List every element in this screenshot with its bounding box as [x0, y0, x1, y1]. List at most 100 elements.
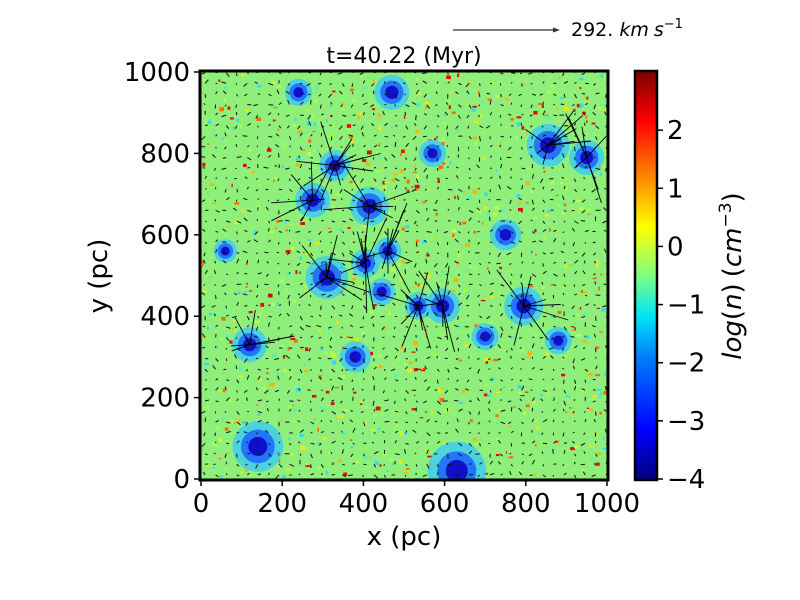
velocity-arrow: [204, 368, 208, 373]
velocity-arrow: [236, 398, 239, 402]
velocity-arrow: [359, 326, 364, 329]
density-cell: [410, 477, 414, 479]
density-cell: [332, 462, 335, 464]
density-cell: [307, 152, 311, 156]
density-cell: [286, 287, 288, 291]
velocity-arrow: [276, 368, 280, 371]
velocity-arrow: [362, 358, 365, 364]
velocity-arrow: [286, 125, 290, 129]
velocity-arrow: [331, 385, 334, 391]
x-tick-label: 200: [257, 489, 307, 519]
velocity-arrow: [584, 368, 589, 373]
density-cell: [599, 392, 602, 395]
velocity-arrow: [550, 209, 554, 211]
density-cell: [480, 299, 486, 302]
velocity-arrow: [203, 103, 206, 105]
velocity-arrow: [479, 284, 482, 287]
velocity-arrow: [605, 345, 607, 349]
velocity-arrow: [563, 390, 567, 394]
velocity-arrow: [477, 346, 480, 349]
velocity-arrow: [224, 104, 227, 107]
velocity-arrow: [435, 271, 438, 275]
velocity-arrow: [349, 218, 354, 222]
outflow-vector: [360, 238, 366, 264]
velocity-arrow: [552, 157, 554, 160]
velocity-arrow: [318, 357, 322, 359]
velocity-arrow: [574, 146, 576, 152]
density-cell: [303, 370, 309, 372]
velocity-arrow: [286, 312, 290, 317]
velocity-arrow: [520, 294, 523, 298]
velocity-arrow: [520, 273, 523, 279]
density-cell: [467, 196, 472, 200]
velocity-arrow: [499, 272, 502, 275]
density-cell: [484, 358, 489, 362]
density-cell: [259, 378, 262, 382]
velocity-arrow: [350, 410, 353, 412]
velocity-arrow: [384, 474, 386, 478]
density-cell: [287, 405, 293, 408]
velocity-arrow: [383, 464, 385, 466]
outflow-vector: [442, 305, 449, 341]
density-cell: [427, 455, 432, 458]
density-cell: [499, 142, 502, 146]
density-cell: [496, 438, 499, 441]
density-cell: [286, 272, 290, 277]
velocity-arrow: [246, 111, 251, 116]
velocity-arrow: [595, 125, 600, 130]
velocity-arrow: [532, 240, 536, 243]
density-cell: [457, 177, 462, 179]
density-cell: [307, 78, 309, 82]
outflow-vector: [417, 272, 429, 307]
velocity-arrow: [373, 366, 377, 370]
velocity-arrow: [297, 420, 301, 423]
velocity-arrow: [255, 188, 259, 192]
velocity-arrow: [468, 104, 472, 109]
velocity-arrow: [405, 142, 410, 148]
velocity-arrow: [415, 273, 420, 277]
density-cell: [600, 273, 602, 276]
velocity-arrow: [224, 411, 227, 413]
velocity-arrow: [245, 421, 248, 426]
density-cell: [457, 73, 460, 78]
velocity-arrow: [225, 273, 229, 276]
density-cell: [535, 444, 537, 447]
velocity-arrow: [426, 231, 432, 233]
velocity-arrow: [211, 305, 216, 308]
velocity-arrow: [468, 177, 472, 180]
velocity-arrow: [213, 167, 217, 171]
velocity-arrow: [479, 262, 482, 266]
velocity-arrow: [246, 397, 248, 401]
density-cell: [482, 222, 484, 225]
velocity-arrow: [457, 195, 459, 200]
velocity-arrow: [423, 167, 428, 173]
velocity-arrow: [436, 400, 442, 405]
density-cell: [459, 401, 463, 405]
velocity-arrow: [500, 453, 503, 457]
velocity-arrow: [235, 104, 238, 109]
velocity-arrow: [352, 273, 357, 276]
density-cell: [363, 455, 368, 460]
density-cell: [446, 75, 451, 79]
velocity-arrow: [317, 82, 322, 85]
velocity-arrow: [337, 377, 343, 381]
density-cell: [585, 115, 588, 119]
density-cell: [359, 285, 362, 288]
velocity-arrow: [562, 144, 565, 148]
density-cell: [256, 117, 261, 121]
velocity-arrow: [509, 220, 512, 224]
velocity-arrow: [510, 231, 514, 234]
outflow-vector: [523, 305, 549, 341]
velocity-arrow: [370, 104, 375, 108]
outflow-vector: [417, 305, 424, 331]
velocity-arrow: [539, 178, 544, 184]
velocity-arrow: [541, 411, 544, 413]
velocity-arrow: [394, 400, 396, 404]
velocity-arrow: [542, 101, 544, 105]
density-cell: [316, 326, 318, 329]
velocity-arrow: [403, 448, 407, 454]
density-cell: [218, 475, 223, 478]
velocity-arrow: [413, 220, 417, 225]
density-cell: [491, 377, 495, 381]
velocity-arrow: [276, 89, 280, 95]
